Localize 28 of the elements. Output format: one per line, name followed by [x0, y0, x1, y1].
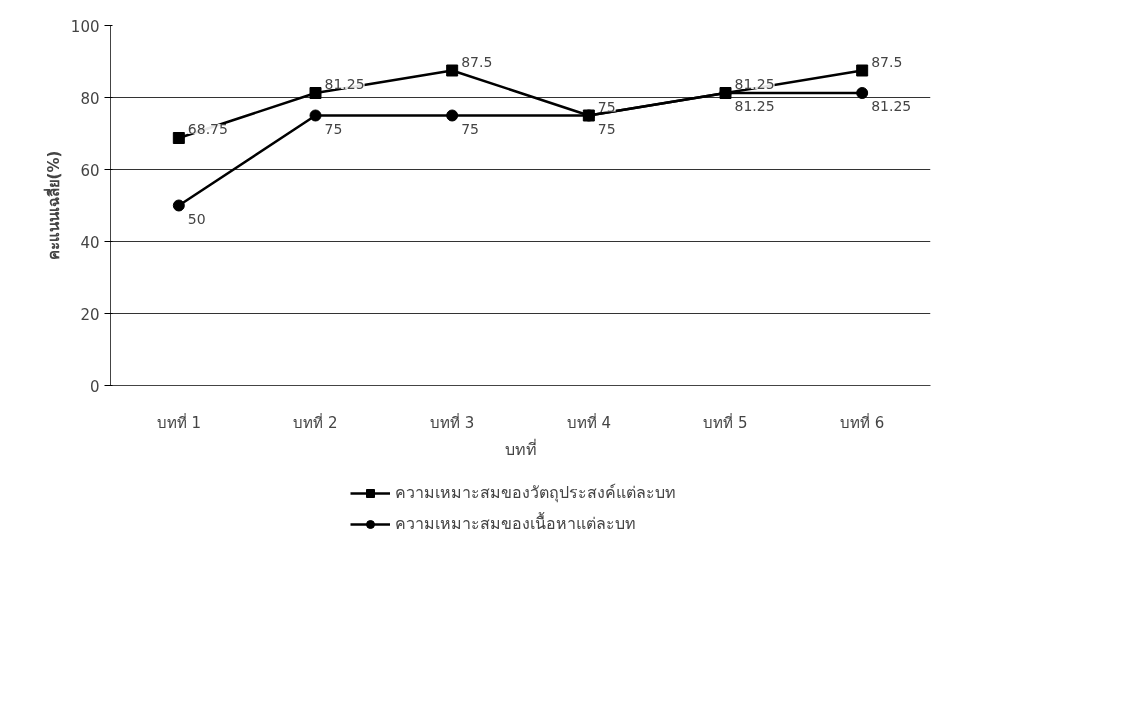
- x-tick-label: บทที่ 1: [156, 411, 201, 432]
- data-label: 50: [187, 210, 206, 227]
- data-label: 87.5: [461, 53, 493, 70]
- x-tick-label: บทที่ 6: [840, 411, 885, 432]
- y-axis-title: คะแนนเฉลี่ย(%): [42, 150, 63, 261]
- data-label: 75: [597, 120, 616, 137]
- data-label: 81.25: [734, 98, 775, 114]
- data-label: 68.75: [187, 121, 228, 137]
- y-tick-label: 60: [80, 161, 100, 180]
- y-tick-label: 20: [80, 305, 100, 324]
- y-tick-label: 40: [80, 233, 100, 252]
- data-label: 81.25: [734, 76, 775, 92]
- data-label: 81.25: [871, 98, 912, 114]
- data-label: 75: [597, 98, 616, 115]
- data-label: 87.5: [871, 53, 903, 70]
- x-tick-label: บทที่ 4: [566, 411, 611, 432]
- y-tick-label: 0: [89, 377, 100, 396]
- x-axis-title: บทที่: [504, 437, 537, 459]
- data-label: 75: [461, 120, 479, 137]
- y-tick-label: 80: [80, 89, 100, 108]
- x-tick-label: บทที่ 2: [293, 411, 338, 432]
- legend-label: ความเหมาะสมของเนื้อหาแต่ละบท: [395, 511, 636, 535]
- legend-label: ความเหมาะสมของวัตถุประสงค์แต่ละบท: [395, 482, 676, 505]
- y-tick-label: 100: [70, 17, 100, 36]
- data-label: 81.25: [324, 76, 365, 92]
- data-label: 75: [324, 120, 343, 137]
- x-tick-label: บทที่ 5: [703, 411, 748, 432]
- x-tick-label: บทที่ 3: [430, 411, 475, 432]
